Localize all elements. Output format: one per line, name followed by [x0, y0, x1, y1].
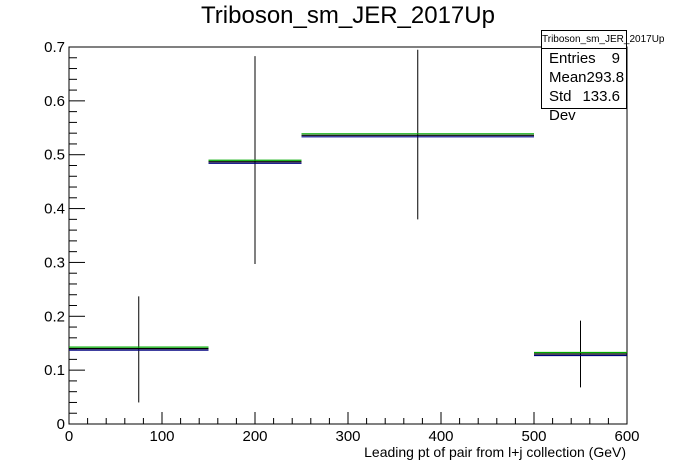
x-tick-label: 600: [614, 428, 639, 445]
axes: 0 100 200 300 400 500 600 0 0.1 0.2 0.3 0.4 0.5 0.6 0.…: [44, 39, 639, 445]
y-tick-label: 0.1: [44, 362, 65, 379]
y-tick-label: 0: [57, 416, 65, 433]
x-tick-label: 300: [335, 428, 360, 445]
y-tick-label: 0.4: [44, 201, 65, 218]
stats-mean-row: Mean 293.8: [542, 68, 626, 87]
stats-box: Triboson_sm_JER_2017Up Entries 9 Mean 29…: [541, 30, 664, 124]
entries-value: 9: [611, 50, 620, 67]
x-axis-label: Leading pt of pair from l+j collection (…: [364, 444, 626, 460]
y-tick-label: 0.7: [44, 39, 65, 56]
data-marks: [69, 49, 627, 403]
x-tick-label: 0: [65, 428, 73, 445]
x-tick-label: 200: [242, 428, 267, 445]
stddev-label: Std Dev: [549, 88, 576, 124]
x-tick-label: 100: [149, 428, 174, 445]
entries-label: Entries: [549, 50, 596, 67]
stats-entries-row: Entries 9: [542, 49, 626, 68]
stats-stddev-row: Std Dev 133.6: [542, 87, 626, 124]
stddev-value: 133.6: [582, 88, 620, 105]
stats-title: Triboson_sm_JER_2017Up: [542, 31, 664, 49]
mean-value: 293.8: [586, 69, 625, 86]
x-tick-label: 400: [428, 428, 453, 445]
x-tick-label: 500: [521, 428, 546, 445]
y-tick-label: 0.6: [44, 93, 65, 110]
chart-title: Triboson_sm_JER_2017Up: [201, 2, 495, 29]
y-tick-label: 0.3: [44, 254, 65, 271]
y-tick-label: 0.2: [44, 308, 65, 325]
y-tick-label: 0.5: [44, 147, 65, 164]
mean-label: Mean: [549, 69, 587, 86]
